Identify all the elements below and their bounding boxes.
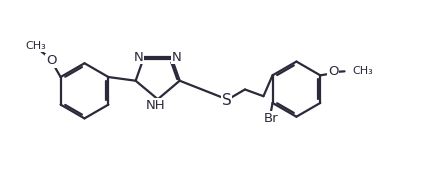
- Text: NH: NH: [146, 99, 165, 112]
- Text: CH₃: CH₃: [352, 66, 373, 76]
- Text: CH₃: CH₃: [25, 41, 46, 51]
- Text: O: O: [46, 54, 56, 67]
- Text: O: O: [328, 65, 338, 78]
- Text: Br: Br: [264, 112, 278, 125]
- Text: S: S: [222, 93, 231, 108]
- Text: N: N: [134, 51, 143, 64]
- Text: N: N: [172, 51, 181, 64]
